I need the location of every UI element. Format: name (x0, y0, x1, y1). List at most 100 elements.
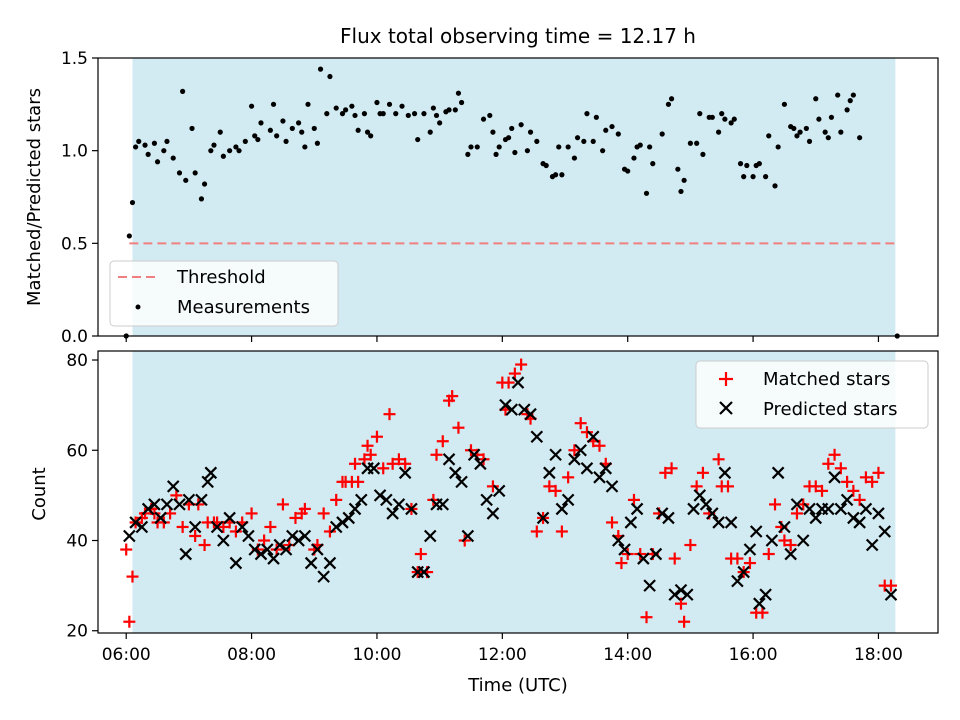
measurement-point (844, 107, 850, 113)
measurement-point (678, 188, 684, 195)
predicted-star-marker-b (423, 529, 437, 543)
predicted-star-marker-b (724, 516, 738, 529)
matched-star-marker (555, 525, 568, 538)
predicted-star-marker (405, 502, 418, 516)
predicted-star-marker-b (492, 484, 506, 498)
measurement-point (364, 129, 371, 135)
measurement-point (333, 105, 339, 111)
predicted-star-marker-b (580, 462, 594, 475)
measurement-point (509, 125, 515, 132)
predicted-star-marker (511, 376, 525, 389)
predicted-star-marker (840, 493, 854, 507)
predicted-star-marker (712, 516, 725, 529)
measurement-point (305, 101, 311, 107)
predicted-star-marker (292, 534, 305, 547)
predicted-star-marker (847, 511, 860, 525)
predicted-star-marker (828, 471, 841, 484)
predicted-star-marker-b (549, 448, 562, 462)
predicted-star-marker-b (148, 498, 161, 511)
predicted-star-marker-b (355, 493, 368, 507)
predicted-star-marker-b (859, 502, 873, 516)
predicted-star-marker-b (593, 471, 606, 484)
predicted-star-marker-b (286, 529, 299, 543)
measurement-point (643, 190, 650, 196)
predicted-star-marker-b (749, 525, 763, 538)
bottom-legend: Matched stars Predicted stars (695, 360, 929, 429)
predicted-star-marker-b (803, 502, 816, 516)
measurement-point (255, 136, 261, 143)
measurement-point (553, 172, 559, 178)
predicted-star-marker (630, 502, 644, 516)
matched-star-marker (352, 475, 365, 488)
matched-star-marker (543, 480, 556, 493)
predicted-star-marker (753, 597, 766, 610)
predicted-star-marker-b (543, 466, 556, 480)
predicted-star-marker-b (348, 502, 362, 516)
top-y-axis-label: Matched/Predicted stars (24, 88, 45, 306)
measurement-point (534, 138, 540, 144)
predicted-star-marker-b (373, 489, 387, 502)
predicted-star-marker-b (442, 453, 456, 466)
predicted-star-marker (455, 475, 468, 489)
matched-star-marker (866, 475, 879, 488)
measurement-point (299, 129, 305, 135)
measurement-point (581, 138, 587, 144)
predicted-star-marker-b (699, 498, 713, 511)
measurement-point (694, 140, 700, 146)
matched-star-marker (665, 462, 678, 475)
measurement-point (838, 129, 844, 135)
predicted-star-marker (693, 489, 707, 502)
matched-star-marker (712, 453, 725, 466)
matched-star-marker (690, 480, 703, 493)
matched-star-marker (229, 525, 242, 538)
bottom-x-tick-label: 14:00 (603, 645, 652, 665)
predicted-star-marker (392, 498, 406, 511)
measurement-point (722, 116, 728, 122)
matched-star-marker (784, 539, 797, 552)
matched-star-marker (797, 498, 810, 511)
measurement-point (766, 133, 772, 139)
predicted-star-marker (267, 552, 280, 565)
bottom-x-tick-label: 12:00 (478, 645, 527, 665)
predicted-star-marker (317, 570, 330, 583)
x-axis-label: Time (UTC) (467, 675, 568, 696)
predicted-star-marker (129, 516, 142, 529)
measurement-point (600, 148, 606, 154)
matched-star-marker (640, 611, 653, 624)
measurement-point (850, 92, 856, 98)
measurement-point (584, 111, 590, 117)
predicted-star-marker-b (765, 534, 779, 547)
measurement-point (458, 99, 465, 106)
predicted-star-marker (173, 498, 186, 511)
predicted-star-marker-b (449, 466, 462, 480)
measurement-point (352, 112, 358, 119)
predicted-star-marker (260, 543, 274, 556)
measurement-point (763, 174, 769, 180)
predicted-star-marker (680, 588, 694, 601)
predicted-star-marker (204, 466, 218, 480)
predicted-star-marker-b (166, 480, 180, 493)
predicted-star-marker-b (674, 583, 688, 597)
predicted-star-marker (749, 525, 763, 538)
predicted-star-marker (336, 516, 349, 529)
matched-star-marker (756, 606, 769, 619)
top-axes-frame (97, 57, 939, 337)
predicted-star-marker-b (649, 547, 663, 561)
matched-star-marker (593, 439, 606, 452)
matched-star-marker (399, 457, 412, 470)
predicted-star-marker (624, 516, 638, 529)
measurement-point (270, 101, 277, 107)
predicted-star-marker (599, 462, 613, 475)
predicted-star-marker (348, 502, 362, 516)
matched-star-marker (816, 484, 829, 497)
predicted-star-marker (872, 507, 885, 520)
measurement-point (421, 111, 427, 117)
legend-predicted-swatch (719, 401, 733, 415)
matched-star-marker (580, 426, 593, 439)
predicted-star-marker (524, 407, 537, 421)
measurement-point (659, 131, 665, 137)
predicted-star-marker (574, 443, 587, 457)
predicted-star-marker-b (223, 511, 236, 525)
predicted-star-marker-b (624, 516, 638, 529)
